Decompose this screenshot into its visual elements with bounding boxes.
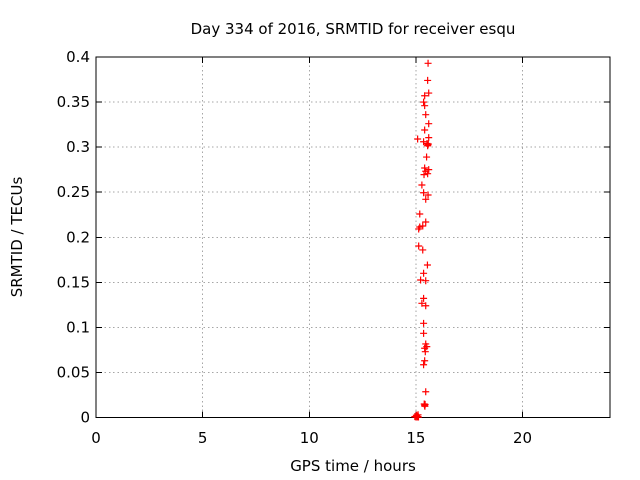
data-point-marker (424, 191, 432, 199)
x-tick-label: 0 (91, 429, 101, 447)
data-point-marker (421, 348, 429, 356)
data-point-marker (422, 388, 430, 396)
data-point-marker (414, 135, 422, 143)
data-point-marker (425, 120, 433, 128)
data-point-marker (424, 170, 432, 178)
x-axis-label: GPS time / hours (290, 457, 416, 475)
data-point-marker (420, 98, 428, 106)
data-point-marker (420, 329, 428, 337)
data-point-marker (422, 302, 430, 310)
y-tick-label: 0.2 (66, 228, 90, 246)
data-point-marker (416, 210, 424, 218)
data-point-marker (424, 76, 432, 84)
data-point-marker (422, 218, 430, 226)
x-tick-label: 10 (300, 429, 319, 447)
data-point-marker (420, 361, 428, 369)
data-point-marker (415, 242, 423, 250)
data-point-marker (425, 166, 433, 174)
data-point-marker (421, 402, 429, 410)
y-tick-label: 0.4 (66, 48, 90, 66)
plot-border (95, 56, 611, 418)
data-point-marker (420, 294, 428, 302)
data-point-marker (421, 164, 429, 172)
data-point-marker (417, 276, 425, 284)
data-point-marker (419, 222, 427, 230)
y-tick-label: 0.1 (66, 318, 90, 336)
data-point-marker (415, 225, 423, 233)
data-point-marker (420, 171, 428, 179)
data-point-marker (419, 246, 427, 254)
data-point-marker (425, 89, 433, 97)
data-point-marker (418, 181, 426, 189)
data-point-marker (421, 92, 429, 100)
chart-title: Day 334 of 2016, SRMTID for receiver esq… (190, 20, 516, 38)
data-point-marker (420, 269, 428, 277)
y-tick-label: 0 (80, 409, 90, 427)
y-tick-label: 0.15 (57, 273, 90, 291)
data-point-marker (423, 153, 431, 161)
y-tick-label: 0.05 (57, 363, 90, 381)
data-point-marker (422, 195, 430, 203)
data-point-marker (414, 413, 422, 421)
x-tick-label: 20 (513, 429, 532, 447)
data-point-marker (420, 319, 428, 327)
data-point-marker (422, 277, 430, 285)
x-tick-label: 5 (198, 429, 208, 447)
data-point-marker (421, 357, 429, 365)
data-point-marker (420, 189, 428, 197)
data-point-marker (422, 111, 430, 119)
data-point-marker (424, 142, 432, 150)
y-tick-label: 0.25 (57, 183, 90, 201)
data-point-marker (424, 59, 432, 67)
data-point-marker (425, 134, 433, 142)
y-tick-label: 0.35 (57, 93, 90, 111)
data-point-marker (421, 102, 429, 110)
data-point-marker (418, 299, 426, 307)
x-tick-label: 15 (406, 429, 425, 447)
data-point-marker (423, 261, 431, 269)
data-point-marker (421, 344, 429, 352)
data-point-marker (421, 126, 429, 134)
y-tick-label: 0.3 (66, 138, 90, 156)
